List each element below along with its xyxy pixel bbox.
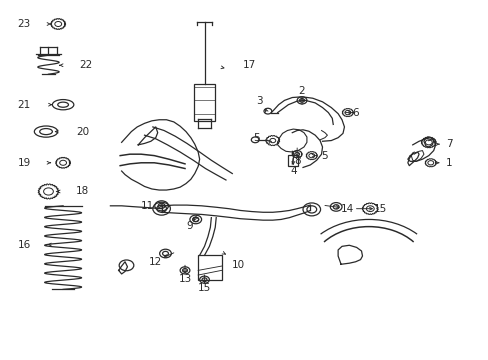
Text: 2: 2 xyxy=(298,86,305,96)
Text: 22: 22 xyxy=(79,60,92,70)
Text: 14: 14 xyxy=(341,204,354,214)
Text: 6: 6 xyxy=(352,108,358,118)
Text: 13: 13 xyxy=(178,274,191,284)
Text: 7: 7 xyxy=(445,139,452,149)
Text: 19: 19 xyxy=(18,158,31,168)
Text: 9: 9 xyxy=(186,221,193,231)
Text: 5: 5 xyxy=(253,133,260,143)
Text: 15: 15 xyxy=(373,204,386,214)
Text: 16: 16 xyxy=(18,239,31,249)
Text: 18: 18 xyxy=(76,186,89,197)
Text: 1: 1 xyxy=(445,158,452,168)
Text: 8: 8 xyxy=(293,156,300,166)
Bar xyxy=(193,84,215,121)
Text: 4: 4 xyxy=(289,166,296,176)
Text: 20: 20 xyxy=(76,127,89,136)
Text: 5: 5 xyxy=(321,150,327,161)
Bar xyxy=(198,255,221,280)
Text: 21: 21 xyxy=(18,100,31,110)
Text: 15: 15 xyxy=(198,283,211,293)
Text: 17: 17 xyxy=(242,60,256,70)
Bar xyxy=(288,155,298,166)
Text: 12: 12 xyxy=(149,257,162,267)
Text: 23: 23 xyxy=(18,19,31,29)
Text: 11: 11 xyxy=(140,201,153,211)
Text: 10: 10 xyxy=(232,260,244,270)
Text: 3: 3 xyxy=(255,96,262,106)
